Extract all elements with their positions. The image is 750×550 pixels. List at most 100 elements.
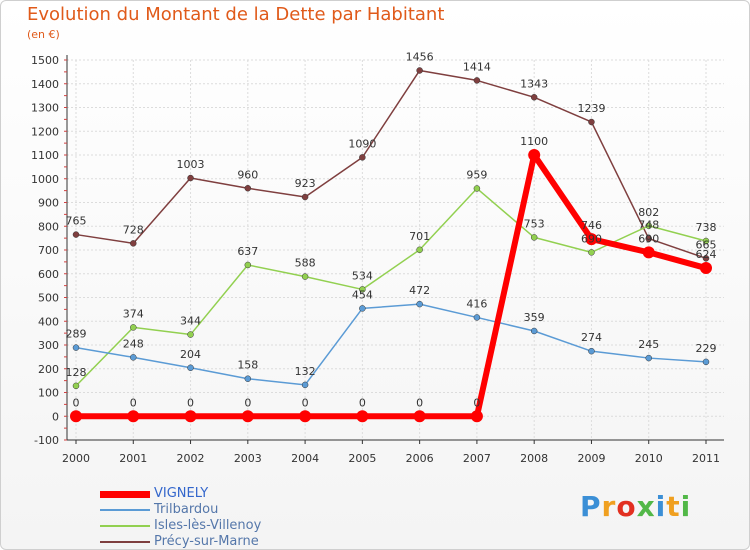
data-point	[301, 273, 309, 280]
x-tick-label: 2009	[577, 452, 605, 465]
data-point	[642, 246, 655, 259]
y-tick-label: 700	[38, 244, 59, 257]
x-tick-label: 2007	[463, 452, 491, 465]
legend-label: Trilbardou	[154, 502, 219, 517]
data-point	[585, 233, 598, 246]
legend-swatch	[100, 509, 150, 511]
data-label: 690	[581, 232, 602, 245]
data-point	[187, 364, 194, 372]
data-point	[528, 149, 541, 161]
chart-title: Evolution du Montant de la Dette par Hab…	[27, 4, 445, 25]
data-point	[359, 286, 366, 293]
y-tick-label: 1300	[31, 102, 59, 115]
data-label: 416	[466, 297, 487, 310]
data-label: 637	[237, 245, 258, 258]
data-label: 665	[696, 238, 717, 251]
data-label: 765	[66, 215, 87, 228]
x-tick-label: 2011	[692, 452, 720, 465]
data-point	[72, 344, 80, 351]
legend-swatch	[100, 541, 150, 543]
data-point	[473, 185, 481, 192]
legend-label: VIGNELY	[154, 486, 209, 501]
data-label: 1343	[520, 77, 548, 90]
x-tick-label: 2001	[119, 452, 147, 465]
data-point	[413, 410, 426, 423]
data-point	[130, 240, 137, 247]
data-point	[416, 67, 423, 74]
y-tick-label: 1400	[31, 78, 59, 91]
x-tick-label: 2002	[177, 452, 205, 465]
data-point	[700, 262, 712, 275]
data-point	[473, 77, 481, 84]
y-tick-label: 1100	[31, 149, 59, 162]
data-label: 1239	[577, 102, 605, 115]
legend-label: Isles-lès-Villenoy	[154, 518, 262, 533]
y-tick-label: 100	[38, 387, 59, 400]
data-point	[130, 324, 137, 331]
data-point	[72, 231, 80, 238]
x-tick-label: 2010	[635, 452, 663, 465]
data-label: 204	[180, 348, 201, 361]
data-point	[244, 375, 252, 382]
data-point	[184, 410, 197, 423]
data-label: 248	[123, 337, 144, 350]
data-label: 374	[123, 307, 144, 320]
data-label: 748	[638, 219, 659, 232]
data-label: 0	[359, 396, 366, 409]
data-label: 0	[302, 396, 309, 409]
data-point	[244, 261, 252, 269]
data-point	[70, 410, 82, 423]
data-point	[645, 222, 652, 230]
data-point	[588, 249, 595, 256]
data-label: 229	[696, 342, 717, 355]
x-tick-label: 2005	[348, 452, 376, 465]
data-label: 132	[295, 365, 316, 378]
data-label: 472	[409, 284, 430, 297]
data-point	[301, 381, 309, 389]
data-point	[127, 410, 140, 423]
data-point	[588, 347, 595, 355]
series-line-isles-l-s-villenoy	[75, 187, 707, 387]
data-point	[187, 331, 194, 338]
data-point	[473, 314, 481, 321]
x-tick-label: 2006	[406, 452, 434, 465]
data-point	[187, 174, 194, 182]
y-tick-label: 500	[38, 292, 59, 305]
y-tick-label: 300	[38, 339, 59, 352]
data-label: 959	[466, 168, 487, 181]
data-label: 701	[409, 230, 430, 243]
data-point	[702, 358, 710, 366]
data-label: 690	[638, 232, 659, 245]
data-point	[530, 234, 538, 241]
y-tick-label: -100	[34, 434, 59, 447]
data-label: 1090	[348, 137, 376, 150]
y-tick-label: 400	[38, 315, 59, 328]
legend-swatch	[100, 525, 150, 527]
data-point	[470, 410, 483, 423]
data-label: 588	[295, 257, 316, 270]
data-label: 0	[73, 396, 80, 409]
data-point	[702, 237, 710, 245]
data-point	[130, 354, 137, 361]
x-tick-label: 2004	[291, 452, 319, 465]
data-label: 158	[237, 359, 258, 372]
data-label: 0	[473, 396, 480, 409]
data-label: 0	[130, 396, 137, 409]
data-point	[702, 255, 710, 262]
y-tick-label: 1000	[31, 173, 59, 186]
data-label: 454	[352, 288, 373, 301]
x-tick-label: 2003	[234, 452, 262, 465]
data-point	[645, 354, 652, 362]
series-line-pr-cy-sur-marne	[75, 69, 707, 260]
data-label: 289	[66, 328, 87, 341]
data-label: 1414	[463, 60, 491, 73]
data-label: 1003	[177, 158, 205, 171]
data-label: 0	[187, 396, 194, 409]
series-line-trilbardou	[75, 303, 707, 386]
data-point	[72, 382, 80, 390]
x-tick-label: 2008	[520, 452, 548, 465]
data-label: 245	[638, 338, 659, 351]
y-tick-label: 1500	[31, 54, 59, 67]
legend-swatch	[100, 490, 150, 498]
